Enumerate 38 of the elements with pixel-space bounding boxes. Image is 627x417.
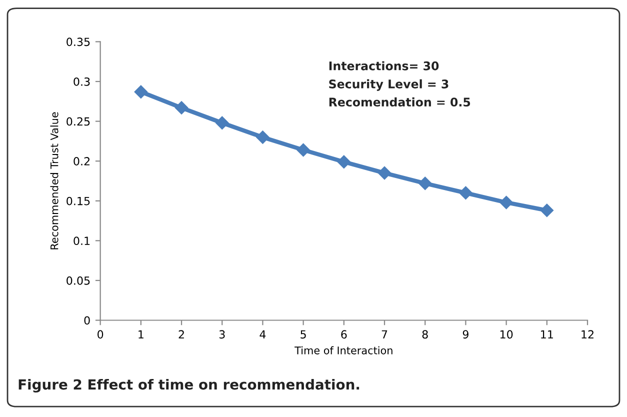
point [540, 204, 554, 218]
y-tick-label: 0.15 [66, 196, 90, 206]
annotation: Security Level = 3 [329, 79, 448, 91]
caption: Figure 2 Effect of time on recommendation. [18, 378, 360, 392]
annotation: Recomendation = 0.5 [329, 97, 470, 107]
point [216, 116, 229, 130]
point [256, 130, 270, 144]
x-tick-label: 1 [138, 330, 144, 338]
y-tick-label: 0.1 [74, 236, 90, 246]
point [418, 176, 432, 190]
y-tick-label: 0.2 [74, 157, 90, 166]
point [459, 186, 472, 200]
point [378, 166, 392, 180]
x-tick-label: 10 [500, 330, 513, 339]
y-tick-label: 0.05 [66, 276, 90, 285]
x-tick-label: 11 [541, 330, 553, 338]
x-tick-label: 9 [462, 330, 468, 339]
point [500, 196, 513, 210]
x-tick-label: 8 [422, 330, 428, 339]
y-tick-label: 0 [84, 316, 90, 325]
x-tick-label: 5 [300, 330, 306, 339]
y-tick-label: 0.35 [66, 38, 90, 46]
point [337, 155, 350, 168]
point [174, 101, 188, 114]
x-tick-label: 6 [341, 330, 347, 339]
x-tick-label: 0 [98, 330, 104, 339]
x-tick-label: 3 [219, 330, 225, 339]
y-tick-label: 0.25 [66, 117, 90, 126]
annotation: Interactions= 30 [329, 61, 439, 70]
x-tick-label: 12 [582, 330, 594, 338]
point [296, 143, 310, 157]
x-axis-title: Time of Interaction [294, 346, 392, 354]
y-tick-label: 0.3 [74, 77, 90, 86]
x-tick-label: 7 [382, 330, 388, 338]
x-tick-label: 2 [178, 330, 184, 338]
x-tick-label: 4 [260, 330, 266, 338]
point [134, 85, 148, 98]
y-axis-title: Recommended Trust Value [50, 112, 58, 250]
